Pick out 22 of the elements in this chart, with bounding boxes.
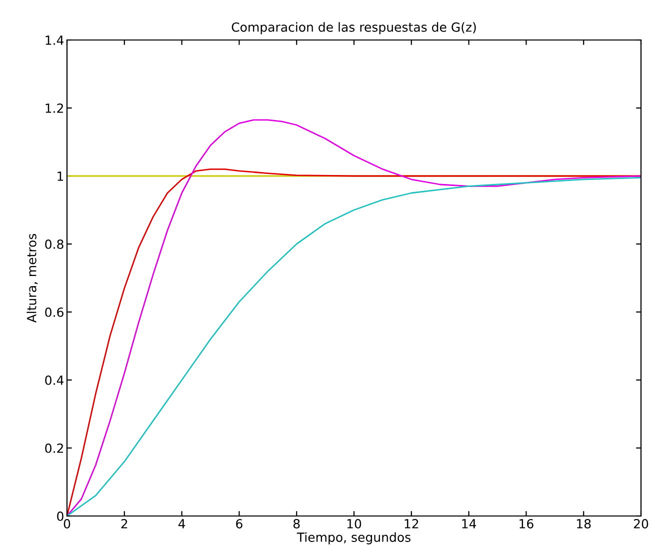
chart-title: Comparacion de las respuestas de G(z): [232, 22, 476, 34]
x-tick-label: 6: [236, 519, 242, 528]
y-tick-label: 0.4: [45, 375, 64, 385]
x-tick-label: 10: [347, 519, 362, 528]
y-tick-label: 0.8: [45, 239, 64, 249]
x-tick-label: 0: [64, 519, 70, 528]
x-axis-title: Tiempo, segundos: [296, 532, 410, 544]
y-tick-label: 1: [58, 172, 64, 181]
x-tick-label: 2: [121, 519, 128, 528]
x-tick-label: 16: [520, 519, 534, 528]
x-tick-label: 4: [178, 519, 186, 528]
x-tick-label: 8: [293, 519, 300, 528]
y-tick-label: 0.2: [45, 443, 63, 453]
x-tick-label: 14: [462, 519, 476, 528]
x-tick-label: 12: [404, 519, 418, 528]
y-tick-label: 1.2: [46, 103, 63, 113]
x-tick-label: 18: [577, 519, 591, 528]
y-tick-label: 0: [57, 511, 64, 521]
y-tick-label: 0.6: [45, 307, 64, 317]
x-tick-label: 20: [634, 519, 648, 528]
y-axis-title: Altura, metros: [26, 234, 38, 323]
y-tick-label: 1.4: [46, 36, 64, 45]
